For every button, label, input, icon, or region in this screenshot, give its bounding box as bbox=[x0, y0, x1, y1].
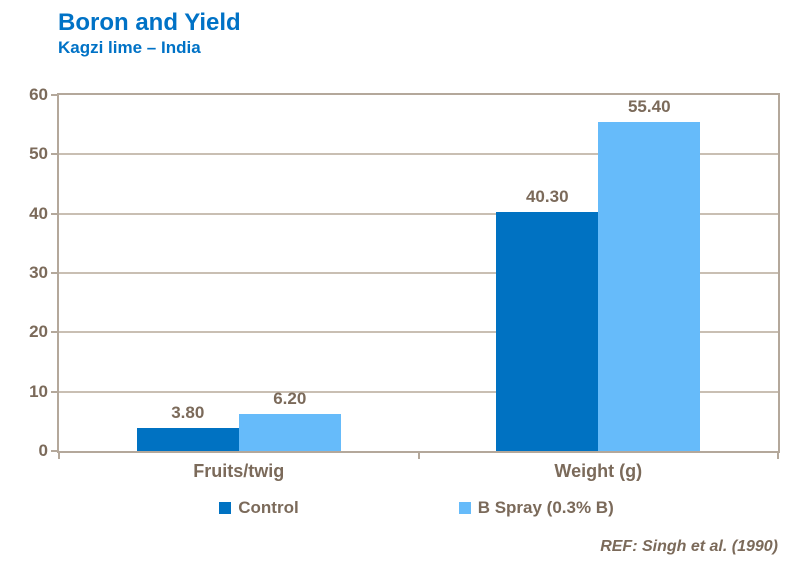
y-axis-tick-label: 10 bbox=[29, 381, 48, 401]
legend: Control B Spray (0.3% B) bbox=[57, 498, 776, 518]
bar-control bbox=[136, 428, 239, 451]
gridline bbox=[59, 153, 778, 156]
bar-b-spray-0-3-b bbox=[598, 122, 701, 451]
y-axis-tick-mark bbox=[51, 450, 59, 452]
chart-subtitle: Kagzi lime – India bbox=[58, 38, 201, 57]
reference-text: REF: Singh et al. (1990) bbox=[600, 538, 778, 555]
y-axis-tick-mark bbox=[51, 390, 59, 393]
legend-item: B Spray (0.3% B) bbox=[458, 498, 614, 518]
y-axis-tick-mark bbox=[51, 212, 59, 215]
chart-title: Boron and Yield bbox=[58, 9, 241, 36]
y-axis-tick-mark bbox=[51, 272, 59, 274]
y-axis-tick-mark bbox=[51, 331, 59, 334]
legend-item: Control bbox=[219, 498, 299, 518]
y-axis-tick-mark bbox=[51, 153, 59, 156]
legend-swatch bbox=[219, 502, 232, 514]
category-label: Weight (g) bbox=[554, 461, 643, 481]
category-label: Fruits/twig bbox=[193, 461, 285, 481]
bar-value-label: 6.20 bbox=[273, 389, 307, 409]
bar-value-label: 40.30 bbox=[525, 186, 569, 206]
y-axis-tick-label: 30 bbox=[29, 263, 48, 282]
y-axis-tick-mark bbox=[51, 94, 59, 96]
y-axis-tick-label: 60 bbox=[29, 85, 48, 104]
x-axis-tick-mark bbox=[777, 453, 779, 459]
bar-value-label: 3.80 bbox=[171, 403, 205, 423]
y-axis-tick-label: 50 bbox=[29, 144, 48, 164]
y-axis-tick-label: 0 bbox=[38, 441, 48, 460]
bar-control bbox=[496, 211, 599, 451]
gridline bbox=[59, 212, 778, 215]
gridline bbox=[59, 390, 778, 393]
x-axis-tick-mark bbox=[58, 453, 60, 459]
y-axis-tick-label: 40 bbox=[29, 203, 48, 223]
bar-value-label: 55.40 bbox=[627, 97, 671, 117]
gridline bbox=[59, 272, 778, 274]
bar-b-spray-0-3-b bbox=[238, 414, 341, 451]
legend-label: B Spray (0.3% B) bbox=[477, 498, 614, 517]
gridline bbox=[59, 331, 778, 334]
plot-area: 3.80 6.20 40.30 55.40 bbox=[57, 93, 780, 453]
legend-swatch bbox=[458, 502, 471, 514]
y-axis-tick-label: 20 bbox=[29, 322, 48, 342]
legend-label: Control bbox=[238, 498, 299, 517]
x-axis-tick-mark bbox=[418, 453, 420, 459]
